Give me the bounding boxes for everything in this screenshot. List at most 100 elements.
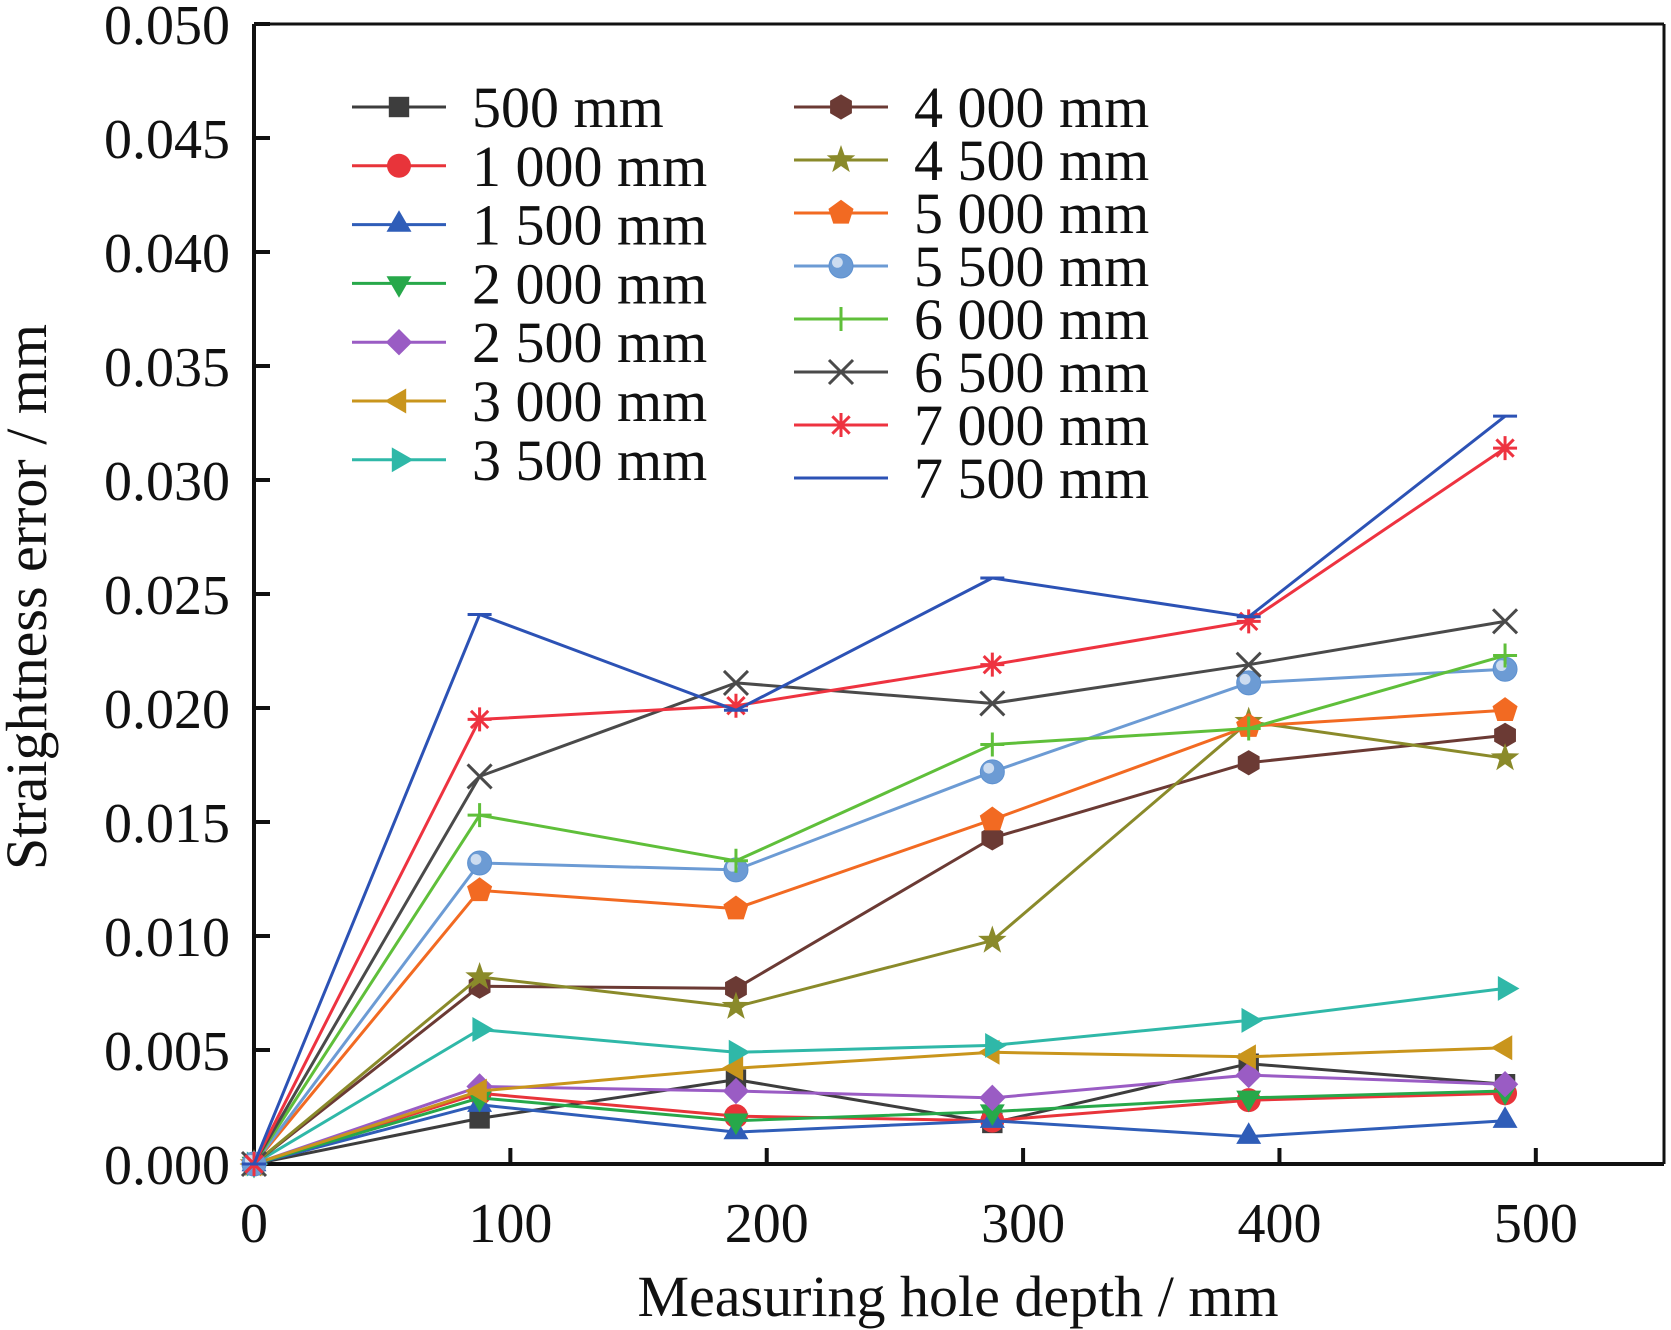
data-point (722, 1077, 750, 1105)
legend-label: 1 000 mm (472, 134, 707, 199)
legend-label: 2 500 mm (472, 310, 707, 375)
legend-item: 5 000 mm (794, 181, 1149, 246)
legend-marker (386, 276, 412, 298)
data-point (722, 669, 750, 696)
data-point (1497, 975, 1520, 1001)
y-tick-label: 0.030 (104, 451, 230, 513)
y-tick-label: 0.005 (104, 1021, 230, 1083)
data-point (985, 1032, 1007, 1058)
series-3-500-mm (246, 975, 1520, 1177)
data-point (1493, 643, 1518, 668)
series-line (252, 667, 1506, 1165)
data-point (465, 962, 494, 990)
data-point (979, 690, 1006, 717)
data-point (1491, 608, 1519, 635)
legend-marker (829, 413, 853, 437)
data-point (1237, 750, 1260, 776)
series-line (253, 1089, 1506, 1166)
y-tick-label: 0.035 (104, 337, 230, 399)
data-point (1492, 656, 1518, 682)
data-point (467, 803, 492, 828)
data-point (1236, 1122, 1262, 1144)
legend-item: 1 000 mm (352, 134, 707, 199)
data-point (1490, 1035, 1513, 1061)
series-line (253, 1091, 1506, 1166)
data-point (723, 1113, 749, 1136)
series-500-mm (243, 1053, 1516, 1175)
legend-marker (387, 153, 411, 178)
x-tick-label: 100 (468, 1193, 552, 1255)
data-point (467, 877, 493, 902)
x-axis-title: Measuring hole depth / mm (637, 1264, 1278, 1329)
series-line (252, 619, 1506, 1165)
legend-label: 3 000 mm (472, 369, 707, 434)
legend-label: 5 500 mm (914, 234, 1149, 299)
legend-label: 6 500 mm (914, 340, 1149, 405)
x-tick-label: 200 (725, 1193, 809, 1255)
data-point (1236, 1090, 1262, 1113)
legend-item: 5 500 mm (794, 234, 1149, 299)
series-7-500-mm (242, 414, 1518, 1166)
legend-item: 6 000 mm (794, 287, 1149, 352)
data-point (723, 848, 748, 873)
legend: 500 mm1 000 mm1 500 mm2 000 mm2 500 mm3 … (352, 75, 1149, 511)
data-point (979, 1104, 1005, 1126)
legend-marker (830, 94, 852, 120)
y-axis: 0.000 0.005 0.010 0.015 0.020 0.025 0.030 0.035… (104, 0, 270, 1197)
legend-label: 4 000 mm (914, 75, 1149, 140)
series-line (253, 1073, 1506, 1166)
x-axis: 0 100 200 300 400 500 (240, 1148, 1664, 1255)
legend-marker (388, 96, 410, 118)
series-line (253, 1046, 1506, 1166)
legend-label: 1 500 mm (472, 193, 707, 258)
legend-label: 7 500 mm (914, 446, 1149, 511)
series-line (252, 446, 1506, 1165)
legend-marker (829, 307, 853, 331)
series-4-000-mm (243, 722, 1516, 1177)
x-tick-label: 0 (240, 1193, 268, 1255)
series-line (253, 986, 1506, 1166)
legend-label: 7 000 mm (914, 393, 1149, 458)
data-point (980, 732, 1005, 757)
data-point (1234, 1044, 1256, 1070)
legend-marker (384, 388, 407, 414)
data-point (723, 895, 749, 920)
legend-item: 4 500 mm (794, 128, 1149, 193)
data-point (725, 975, 747, 1002)
series-line (252, 708, 1506, 1165)
legend-item: 4 000 mm (794, 75, 1149, 140)
legend-item: 7 000 mm (794, 393, 1149, 458)
legend-item: 3 000 mm (352, 369, 707, 434)
legend-label: 5 000 mm (914, 181, 1149, 246)
data-point (979, 806, 1005, 831)
data-point (978, 925, 1007, 953)
data-point (1492, 697, 1518, 721)
data-point (1235, 651, 1262, 678)
legend-marker (385, 329, 413, 356)
series-line (253, 1103, 1506, 1166)
data-point (721, 991, 751, 1019)
legend-item: 3 500 mm (352, 428, 707, 493)
legend-marker (827, 358, 855, 386)
legend-item: 500 mm (352, 75, 664, 140)
data-point (465, 1078, 487, 1104)
data-point (467, 707, 492, 732)
plot-area (254, 22, 1666, 1164)
y-tick-label: 0.045 (104, 109, 230, 171)
legend-marker (391, 447, 414, 473)
y-tick-label: 0.000 (104, 1135, 230, 1197)
legend-marker (386, 210, 412, 232)
data-point (1494, 722, 1516, 748)
data-point (979, 759, 1005, 785)
legend-marker (828, 253, 854, 279)
series-6-500-mm (240, 608, 1519, 1178)
series-layer (239, 414, 1520, 1179)
legend-label: 4 500 mm (914, 128, 1149, 193)
data-point (1492, 1106, 1518, 1128)
legend-label: 2 000 mm (472, 251, 707, 316)
data-point (1493, 436, 1518, 461)
data-point (723, 693, 748, 718)
data-point (981, 825, 1004, 851)
legend-label: 6 000 mm (914, 287, 1149, 352)
